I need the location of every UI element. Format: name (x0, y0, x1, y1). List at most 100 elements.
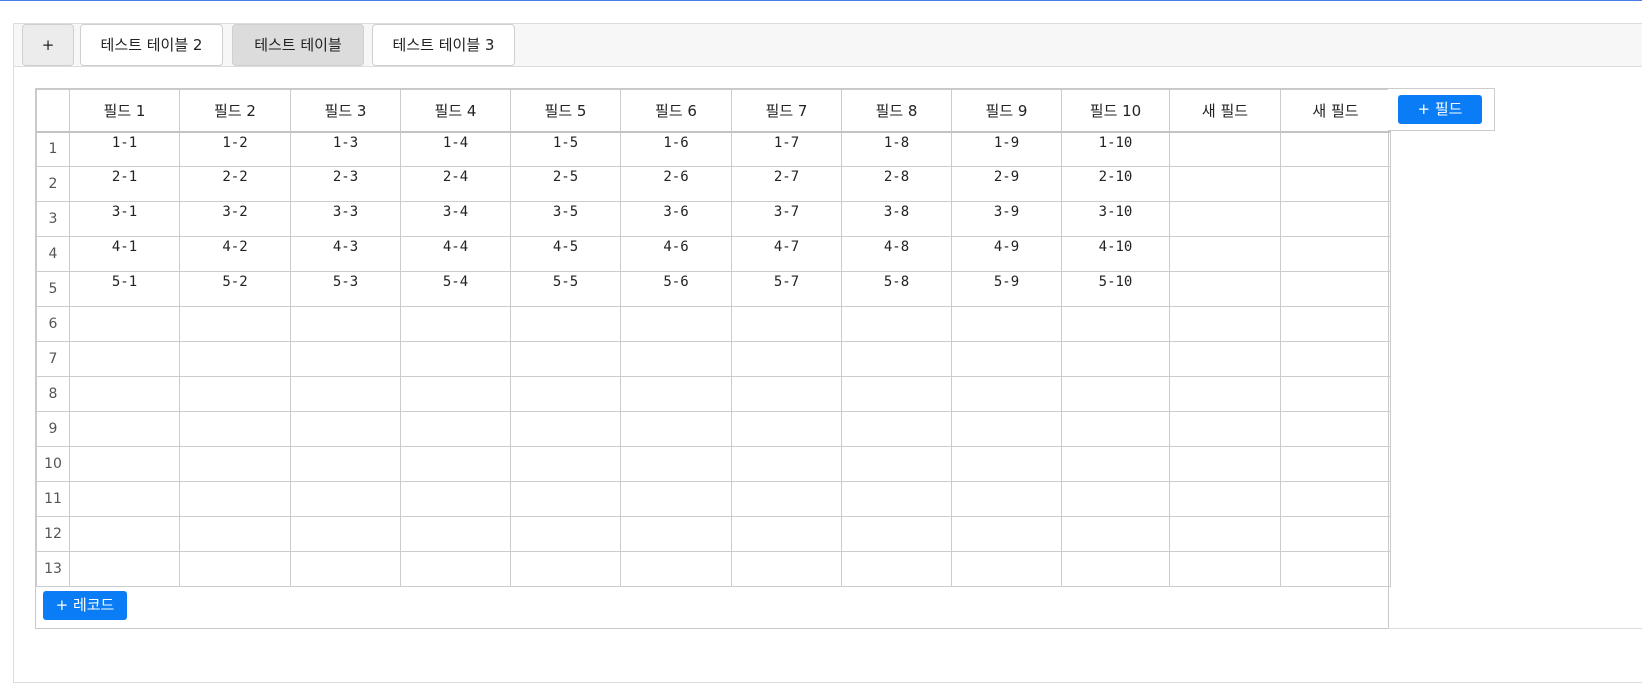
table-cell[interactable]: 3-1 (69, 201, 180, 237)
table-cell[interactable] (69, 481, 180, 517)
table-cell[interactable] (510, 516, 621, 552)
table-cell[interactable] (951, 481, 1062, 517)
table-cell[interactable] (179, 306, 291, 342)
table-cell[interactable] (290, 306, 401, 342)
table-cell[interactable]: 5-8 (841, 271, 952, 307)
column-header[interactable]: 필드 5 (510, 89, 621, 133)
table-cell[interactable] (1169, 306, 1281, 342)
table-cell[interactable] (1061, 551, 1170, 587)
table-cell[interactable] (841, 446, 952, 482)
table-cell[interactable]: 4-7 (731, 236, 842, 272)
table-cell[interactable]: 4-6 (620, 236, 732, 272)
column-header[interactable]: 필드 2 (179, 89, 291, 133)
table-cell[interactable] (510, 551, 621, 587)
table-cell[interactable] (69, 446, 180, 482)
table-cell[interactable] (179, 376, 291, 412)
table-cell[interactable]: 2-10 (1061, 166, 1170, 202)
table-cell[interactable] (841, 551, 952, 587)
table-cell[interactable] (951, 446, 1062, 482)
table-cell[interactable] (510, 306, 621, 342)
table-cell[interactable] (841, 516, 952, 552)
table-cell[interactable]: 4-8 (841, 236, 952, 272)
table-cell[interactable] (510, 481, 621, 517)
table-cell[interactable]: 1-5 (510, 131, 621, 167)
add-table-tab-button[interactable]: + (22, 24, 74, 66)
table-cell[interactable] (731, 341, 842, 377)
table-cell[interactable] (951, 516, 1062, 552)
table-cell[interactable] (731, 446, 842, 482)
table-cell[interactable] (951, 551, 1062, 587)
table-cell[interactable] (290, 516, 401, 552)
tab-test-table[interactable]: 테스트 테이블 (232, 24, 364, 66)
table-cell[interactable] (841, 341, 952, 377)
table-cell[interactable] (1169, 551, 1281, 587)
table-cell[interactable] (179, 551, 291, 587)
table-cell[interactable]: 4-4 (400, 236, 511, 272)
tab-test-table-3[interactable]: 테스트 테이블 3 (372, 24, 515, 66)
table-cell[interactable] (400, 516, 511, 552)
table-cell[interactable]: 2-5 (510, 166, 621, 202)
table-cell[interactable]: 1-3 (290, 131, 401, 167)
table-cell[interactable] (951, 376, 1062, 412)
table-cell[interactable] (400, 481, 511, 517)
table-cell[interactable] (731, 376, 842, 412)
table-cell[interactable] (731, 516, 842, 552)
tab-test-table-2[interactable]: 테스트 테이블 2 (80, 24, 223, 66)
table-cell[interactable] (1061, 516, 1170, 552)
table-cell[interactable] (951, 411, 1062, 447)
table-cell[interactable] (1169, 271, 1281, 307)
table-cell[interactable] (400, 446, 511, 482)
table-cell[interactable] (1061, 341, 1170, 377)
table-cell[interactable] (1169, 201, 1281, 237)
table-cell[interactable] (1169, 411, 1281, 447)
table-cell[interactable] (400, 376, 511, 412)
table-cell[interactable] (1280, 236, 1391, 272)
table-cell[interactable] (1169, 341, 1281, 377)
table-cell[interactable] (951, 306, 1062, 342)
column-header[interactable]: 새 필드 (1169, 89, 1281, 133)
table-cell[interactable]: 2-3 (290, 166, 401, 202)
table-cell[interactable] (179, 411, 291, 447)
table-cell[interactable]: 1-7 (731, 131, 842, 167)
table-cell[interactable] (841, 411, 952, 447)
table-cell[interactable] (290, 481, 401, 517)
table-cell[interactable] (951, 341, 1062, 377)
table-cell[interactable] (1169, 516, 1281, 552)
table-cell[interactable]: 3-2 (179, 201, 291, 237)
table-cell[interactable] (290, 376, 401, 412)
table-cell[interactable] (290, 446, 401, 482)
table-cell[interactable]: 1-6 (620, 131, 732, 167)
table-cell[interactable] (1061, 481, 1170, 517)
table-cell[interactable] (841, 306, 952, 342)
column-header[interactable]: 필드 4 (400, 89, 511, 133)
table-cell[interactable]: 4-5 (510, 236, 621, 272)
table-cell[interactable]: 3-3 (290, 201, 401, 237)
table-cell[interactable]: 1-4 (400, 131, 511, 167)
table-cell[interactable] (731, 481, 842, 517)
table-cell[interactable] (620, 516, 732, 552)
table-cell[interactable]: 2-9 (951, 166, 1062, 202)
table-cell[interactable] (620, 551, 732, 587)
table-cell[interactable]: 3-6 (620, 201, 732, 237)
table-cell[interactable] (1061, 306, 1170, 342)
table-cell[interactable]: 1-9 (951, 131, 1062, 167)
add-record-button[interactable]: + 레코드 (43, 591, 127, 620)
table-cell[interactable]: 5-9 (951, 271, 1062, 307)
table-cell[interactable] (69, 551, 180, 587)
table-cell[interactable]: 5-4 (400, 271, 511, 307)
table-cell[interactable]: 2-4 (400, 166, 511, 202)
table-cell[interactable]: 2-6 (620, 166, 732, 202)
table-cell[interactable]: 4-3 (290, 236, 401, 272)
table-cell[interactable] (731, 306, 842, 342)
table-cell[interactable]: 1-1 (69, 131, 180, 167)
table-cell[interactable] (620, 481, 732, 517)
table-cell[interactable] (1280, 201, 1391, 237)
table-cell[interactable] (179, 481, 291, 517)
table-cell[interactable] (1280, 376, 1391, 412)
table-cell[interactable] (69, 516, 180, 552)
table-cell[interactable] (1280, 131, 1391, 167)
table-cell[interactable]: 4-9 (951, 236, 1062, 272)
table-cell[interactable] (400, 551, 511, 587)
table-cell[interactable] (1280, 481, 1391, 517)
table-cell[interactable]: 3-7 (731, 201, 842, 237)
